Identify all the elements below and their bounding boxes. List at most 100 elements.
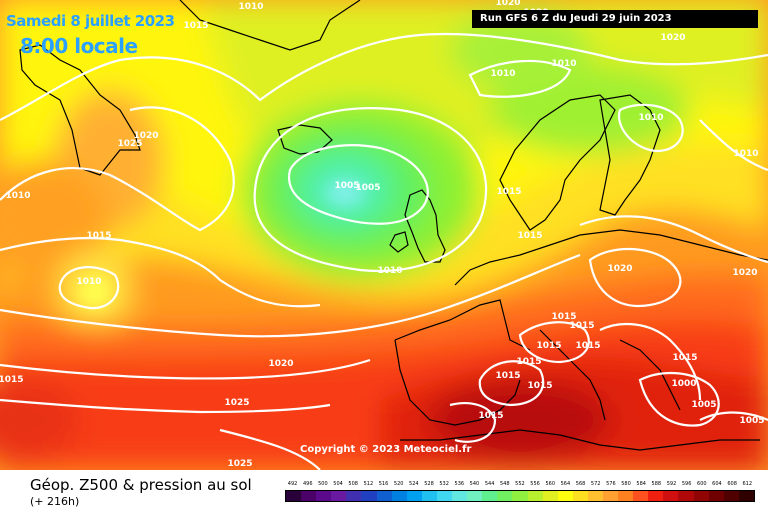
color-scale-swatch bbox=[723, 491, 739, 501]
isobar-label: 1010 bbox=[76, 277, 101, 287]
isobar-label: 1015 bbox=[478, 411, 503, 421]
isobar-label: 1020 bbox=[268, 359, 293, 369]
color-scale-value: 500 bbox=[318, 481, 328, 487]
color-scale-swatch bbox=[467, 491, 483, 501]
isobar-label: 1005 bbox=[334, 181, 359, 191]
isobar-label: 1015 bbox=[569, 321, 594, 331]
color-scale-value: 496 bbox=[302, 481, 313, 487]
isobar-label: 1010 bbox=[490, 69, 515, 79]
isobar-label: 1010 bbox=[733, 149, 758, 159]
color-scale-value: 576 bbox=[606, 481, 616, 487]
color-scale bbox=[285, 490, 755, 502]
weather-map: 1015 1010 1020 1020 1010 1010 1020 1010 1010 1020… bbox=[0, 0, 768, 471]
color-scale-swatch bbox=[633, 491, 649, 501]
color-scale-swatch bbox=[331, 491, 347, 501]
isobar-label: 1025 bbox=[227, 459, 252, 469]
copyright: Copyright © 2023 Meteociel.fr bbox=[300, 444, 472, 455]
color-scale-value: 584 bbox=[636, 481, 646, 487]
forecast-date: Samedi 8 juillet 2023 bbox=[6, 12, 175, 30]
isobar-label: 1000 bbox=[671, 379, 696, 389]
color-scale-value: 524 bbox=[409, 481, 419, 487]
color-scale-value: 588 bbox=[651, 481, 662, 487]
isobar-label: 1005 bbox=[739, 416, 764, 426]
isobar-label: 1015 bbox=[551, 312, 576, 322]
run-info: Run GFS 6 Z du Jeudi 29 juin 2023 bbox=[472, 10, 758, 28]
isobar-label: 1020 bbox=[133, 131, 158, 141]
color-scale-swatch bbox=[436, 491, 453, 501]
color-scale-value: 608 bbox=[727, 481, 737, 487]
color-scale-value: 556 bbox=[530, 481, 540, 487]
isobar-label: 1005 bbox=[355, 183, 380, 193]
color-scale-swatch bbox=[497, 491, 513, 501]
legend-subtitle: (+ 216h) bbox=[30, 495, 80, 508]
color-scale-swatch bbox=[406, 491, 422, 501]
color-scale-value: 512 bbox=[363, 481, 374, 487]
color-scale-swatch bbox=[572, 491, 588, 501]
isobar-label: 1015 bbox=[0, 375, 24, 385]
color-scale-swatch bbox=[587, 491, 603, 501]
color-scale-swatch bbox=[542, 491, 558, 501]
color-scale-value: 600 bbox=[697, 481, 707, 487]
color-scale-value: 508 bbox=[348, 481, 358, 487]
color-scale-value: 504 bbox=[333, 481, 343, 487]
isobar-label: 1020 bbox=[607, 264, 632, 274]
color-scale-value: 560 bbox=[545, 481, 555, 487]
color-scale-swatch bbox=[482, 491, 498, 501]
isobar-label: 1015 bbox=[536, 341, 561, 351]
color-scale-value: 572 bbox=[590, 481, 601, 487]
isobar-labels: 1015 1010 1020 1020 1010 1010 1020 1010 1010 1020… bbox=[0, 0, 765, 469]
color-scale-value: 548 bbox=[499, 481, 510, 487]
color-scale-value: 604 bbox=[712, 481, 722, 487]
color-scale-value: 520 bbox=[393, 481, 404, 487]
isobar-label: 1015 bbox=[495, 371, 520, 381]
color-scale-value: 532 bbox=[439, 481, 449, 487]
isobar-label: 1005 bbox=[691, 400, 716, 410]
isobar-label: 1020 bbox=[732, 268, 757, 278]
color-scale-value: 552 bbox=[515, 481, 525, 487]
isobar-label: 1015 bbox=[516, 357, 541, 367]
color-scale-value: 612 bbox=[742, 481, 753, 487]
isobar-label: 1025 bbox=[117, 139, 142, 149]
color-scale-value: 592 bbox=[666, 481, 677, 487]
color-scale-value: 540 bbox=[469, 481, 480, 487]
forecast-time: 8:00 locale bbox=[20, 34, 138, 58]
color-scale-swatch bbox=[678, 491, 694, 501]
color-scale-value: 568 bbox=[575, 481, 586, 487]
isobar-label: 1015 bbox=[183, 21, 208, 31]
color-scale-value: 536 bbox=[454, 481, 465, 487]
isobar-label: 1015 bbox=[86, 231, 111, 241]
color-scale-value: 544 bbox=[484, 481, 495, 487]
color-scale-value: 580 bbox=[621, 481, 631, 487]
color-scale-swatch bbox=[376, 491, 392, 501]
color-scale-swatch bbox=[708, 491, 724, 501]
coastlines bbox=[19, 0, 768, 451]
isobar-label: 1010 bbox=[5, 191, 30, 201]
isobar-label: 1020 bbox=[495, 0, 520, 8]
color-scale-swatch bbox=[452, 491, 468, 501]
color-scale-swatch bbox=[286, 491, 302, 501]
color-scale-swatch bbox=[738, 491, 754, 501]
color-scale-swatch bbox=[693, 491, 709, 501]
color-scale-swatch bbox=[316, 491, 332, 501]
color-scale-value: 564 bbox=[560, 481, 571, 487]
isobar-label: 1015 bbox=[517, 231, 542, 241]
color-scale-labels: 492 496 500 504 508 512 516 520 524 528 532 536 540 5… bbox=[285, 481, 755, 487]
color-scale-swatch bbox=[527, 491, 543, 501]
legend-title: Géop. Z500 & pression au sol bbox=[30, 476, 252, 494]
color-scale-swatch bbox=[346, 491, 362, 501]
color-scale-swatch bbox=[557, 491, 573, 501]
color-scale-swatch bbox=[301, 491, 317, 501]
color-scale-swatch bbox=[663, 491, 679, 501]
color-scale-value: 528 bbox=[424, 481, 434, 487]
isobar-lines bbox=[0, 32, 768, 471]
color-scale-value: 596 bbox=[681, 481, 692, 487]
isobar-label: 1010 bbox=[638, 113, 663, 123]
isobar-label: 1020 bbox=[660, 33, 685, 43]
isobar-label: 1010 bbox=[377, 266, 402, 276]
color-scale-swatch bbox=[618, 491, 634, 501]
color-scale-swatch bbox=[512, 491, 528, 501]
isobar-label: 1025 bbox=[224, 398, 249, 408]
color-scale-swatch bbox=[361, 491, 377, 501]
color-scale-value: 516 bbox=[378, 481, 389, 487]
isobar-label: 1010 bbox=[238, 2, 263, 12]
